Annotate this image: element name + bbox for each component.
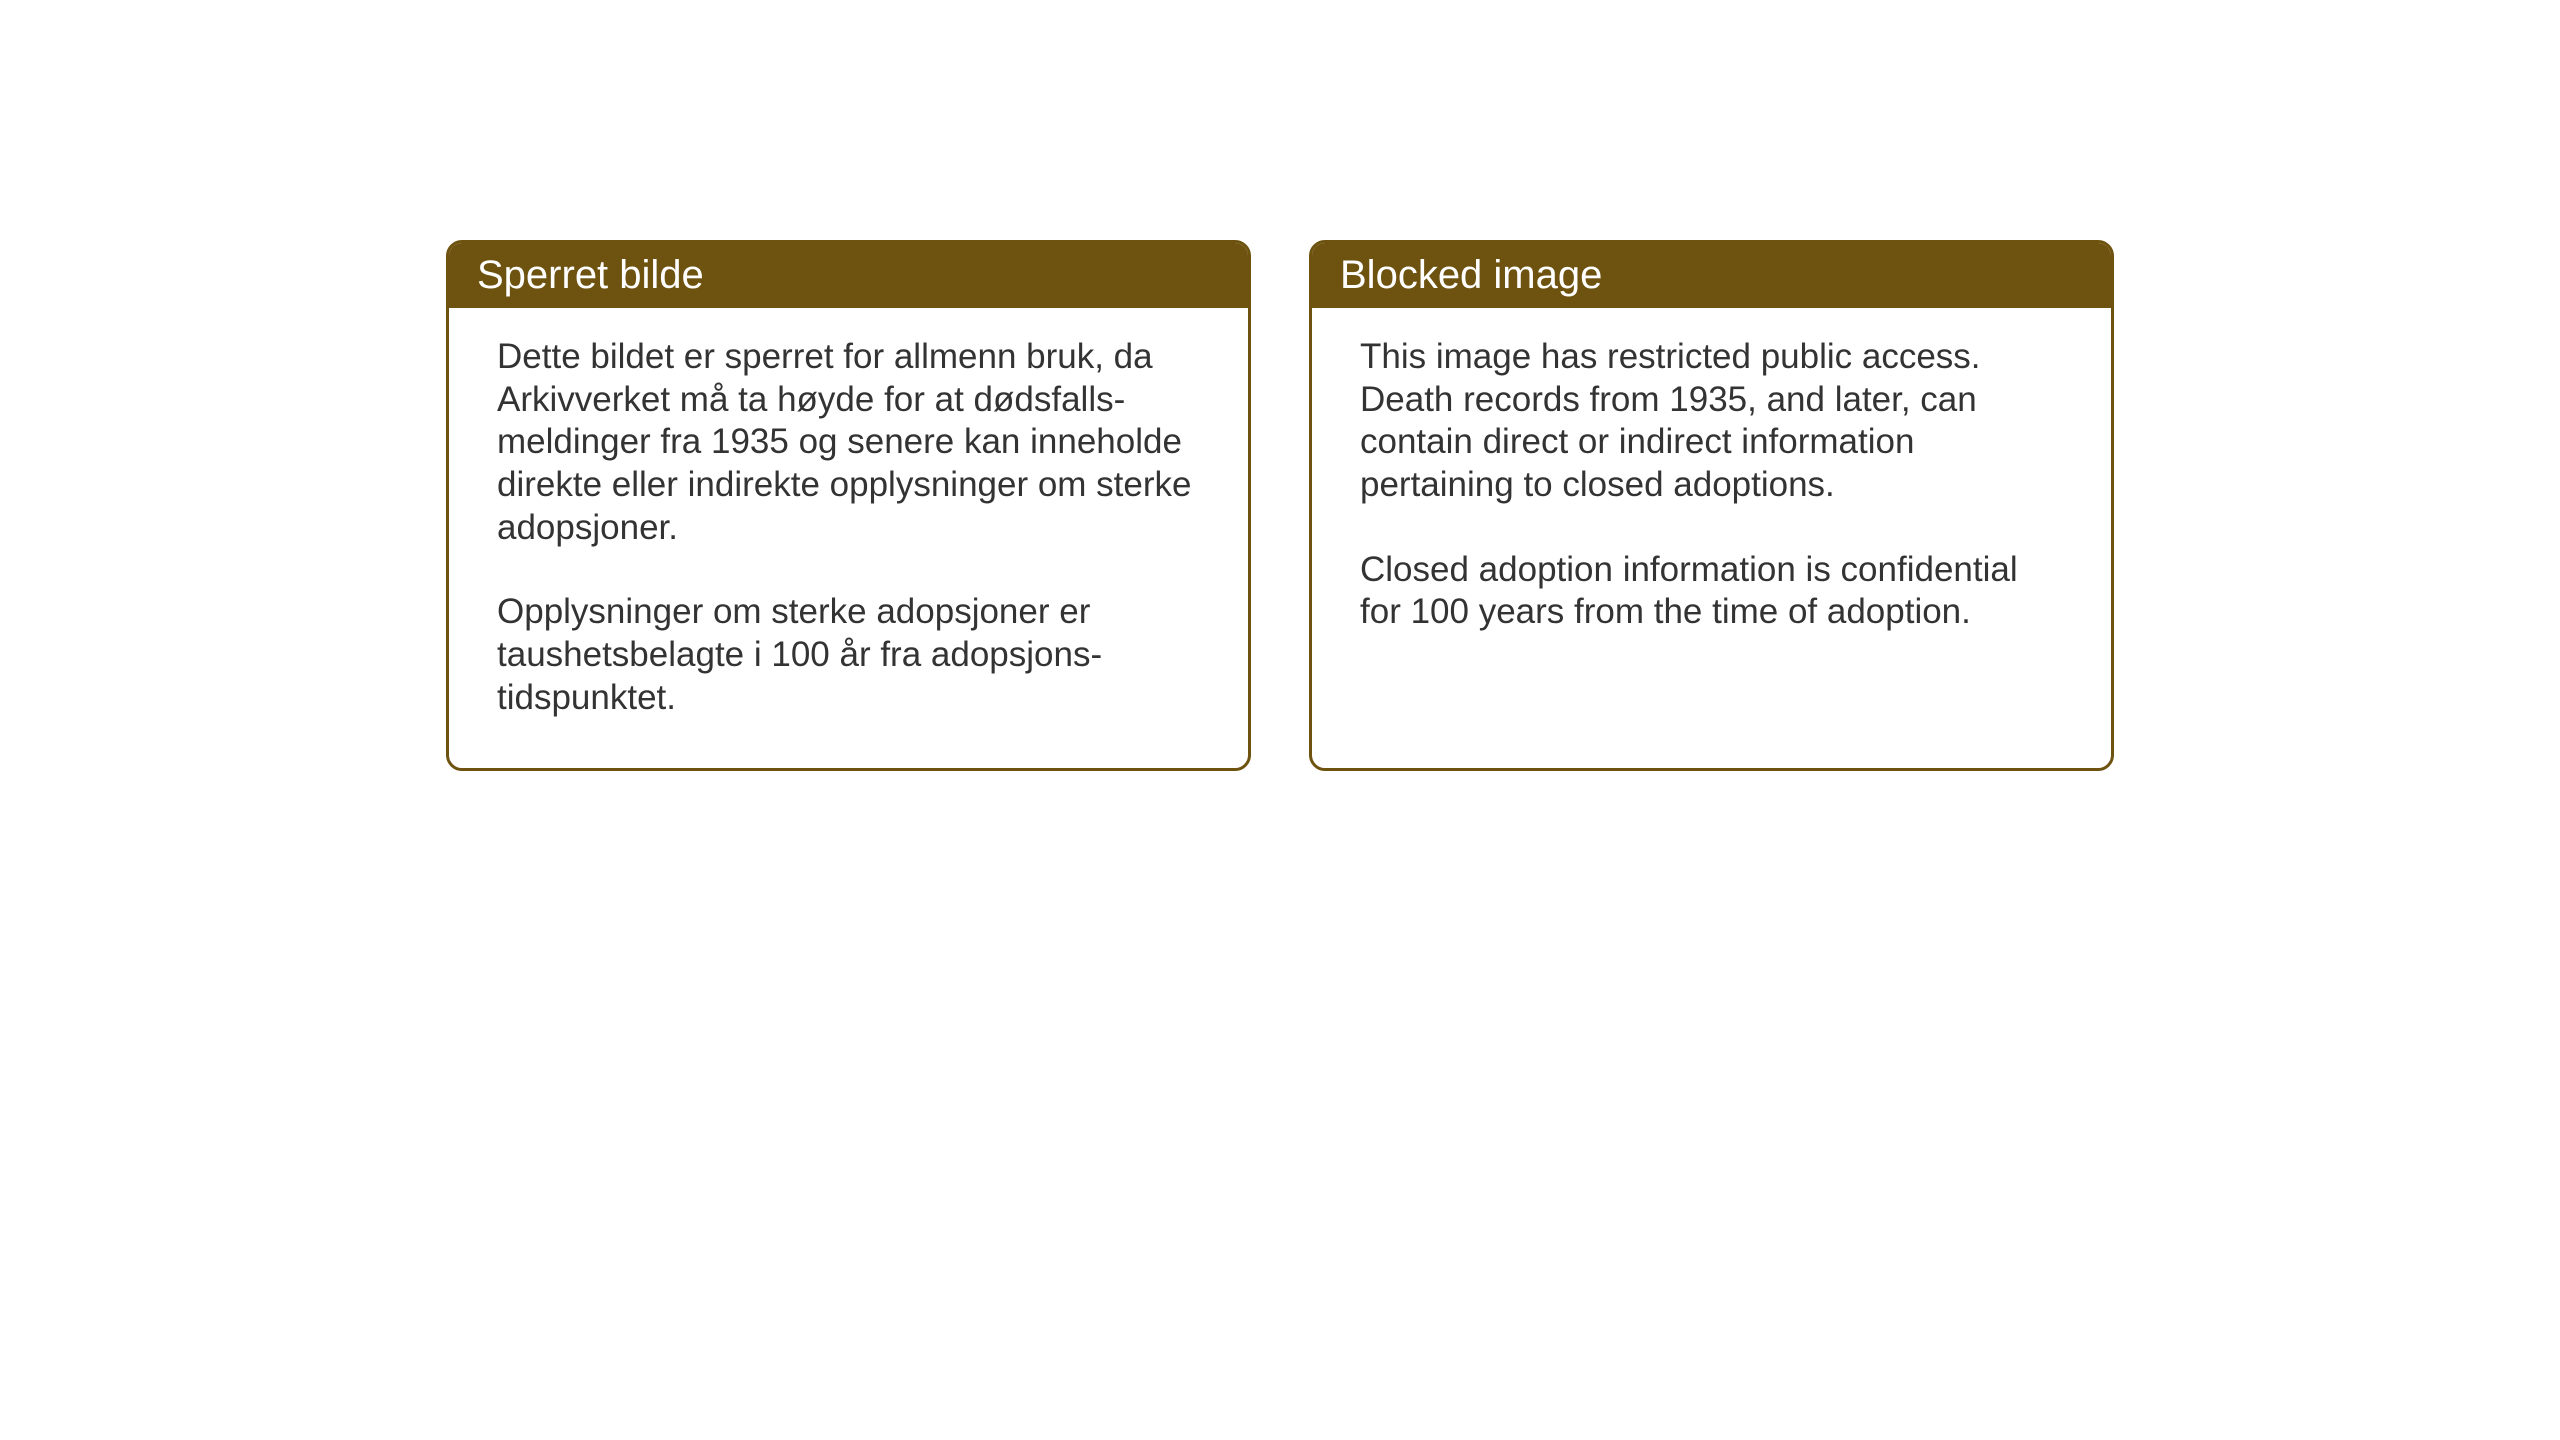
paragraph-2: Opplysninger om sterke adopsjoner er tau…	[497, 591, 1200, 719]
card-title: Blocked image	[1340, 253, 1602, 297]
paragraph-1: This image has restricted public access.…	[1360, 336, 2063, 507]
notice-card-norwegian: Sperret bilde Dette bildet er sperret fo…	[446, 240, 1251, 771]
card-header: Blocked image	[1312, 243, 2111, 308]
paragraph-2: Closed adoption information is confident…	[1360, 549, 2063, 634]
notice-container: Sperret bilde Dette bildet er sperret fo…	[446, 240, 2114, 771]
card-body: This image has restricted public access.…	[1312, 308, 2111, 682]
card-header: Sperret bilde	[449, 243, 1248, 308]
card-body: Dette bildet er sperret for allmenn bruk…	[449, 308, 1248, 768]
card-title: Sperret bilde	[477, 253, 704, 297]
paragraph-1: Dette bildet er sperret for allmenn bruk…	[497, 336, 1200, 549]
notice-card-english: Blocked image This image has restricted …	[1309, 240, 2114, 771]
